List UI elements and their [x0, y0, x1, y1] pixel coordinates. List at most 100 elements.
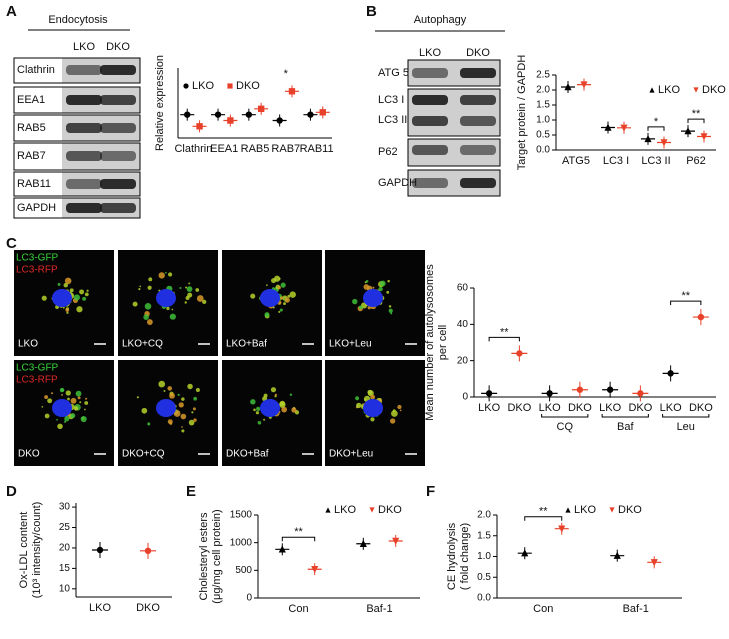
significance-label: * — [654, 116, 659, 128]
y-axis-label-line: CE hydrolysis — [446, 522, 458, 590]
image-label: LKO+Baf — [226, 339, 267, 350]
significance-bracket — [670, 300, 702, 306]
significance-bracket — [524, 516, 563, 521]
vesicle — [79, 289, 85, 295]
blot-band — [100, 95, 136, 105]
vesicle — [85, 397, 88, 400]
image-label: DKO+Leu — [329, 449, 373, 460]
vesicle — [67, 397, 70, 401]
y-axis-label: Relative expression — [154, 55, 166, 151]
y-tick-label: 40 — [457, 319, 469, 330]
vesicle — [84, 408, 86, 411]
nucleus — [52, 399, 72, 417]
vesicle — [73, 294, 80, 301]
blot-row-label: LC3 I — [378, 94, 404, 106]
blot-band — [460, 145, 496, 155]
vesicle — [363, 284, 370, 290]
stain-label: LC3-GFP — [16, 363, 59, 374]
vesicle — [164, 271, 167, 274]
vesicle — [167, 419, 173, 425]
vesicle — [79, 401, 82, 404]
blot-frame — [407, 88, 501, 137]
vesicle — [191, 411, 194, 414]
x-tick-label: DKO — [507, 402, 531, 414]
vesicle — [278, 277, 281, 280]
blot-band — [100, 179, 136, 189]
significance-label: ** — [681, 290, 690, 302]
vesicle — [284, 297, 290, 303]
vesicle — [283, 302, 286, 306]
blot-frame — [407, 169, 501, 197]
y-tick-label: 0.5 — [536, 130, 550, 141]
vesicle — [270, 387, 277, 393]
vesicle — [291, 407, 297, 413]
legend-marker — [693, 87, 699, 93]
vesicle — [289, 291, 296, 298]
vesicle — [264, 312, 270, 318]
y-axis-label-line: Cholesteryl esters — [198, 512, 210, 601]
y-tick-label: 1500 — [230, 510, 253, 521]
blot-frame — [13, 57, 141, 84]
vesicle — [184, 301, 187, 304]
vesicle — [158, 380, 166, 388]
y-tick-label: 1.5 — [536, 100, 550, 111]
y-axis-label-line: Mean number of autolysosomes — [424, 264, 436, 421]
legend-label: LKO — [334, 504, 356, 516]
panel-letter: C — [6, 235, 17, 252]
blot-band — [100, 151, 136, 161]
vesicle — [256, 406, 261, 411]
legend-label: LKO — [574, 504, 596, 516]
blot-band — [66, 151, 102, 161]
y-tick-label: 2.0 — [536, 85, 550, 96]
blot-row-label: EEA1 — [17, 94, 45, 106]
panel-letter: B — [366, 3, 377, 20]
group-label: CQ — [557, 421, 574, 433]
vesicle — [47, 398, 53, 404]
y-tick-label: 2.0 — [477, 510, 491, 521]
legend-marker — [227, 83, 233, 89]
vesicle — [388, 305, 392, 308]
blot-row-label: GAPDH — [17, 202, 56, 214]
vesicle — [167, 386, 173, 391]
blot-band — [66, 179, 102, 189]
vesicle — [64, 416, 70, 422]
vesicle — [278, 310, 281, 313]
vesicle — [272, 306, 275, 309]
vesicle — [379, 280, 386, 287]
legend-marker — [325, 507, 331, 513]
vesicle — [148, 277, 153, 282]
y-tick-label: 10 — [59, 583, 71, 594]
vesicle — [387, 279, 390, 283]
y-axis-label: Mean number of autolysosomesper cell — [424, 264, 449, 421]
vesicle — [188, 282, 191, 285]
blot-band — [66, 65, 102, 75]
vesicle — [178, 402, 184, 408]
panel-letter: E — [186, 483, 196, 500]
vesicle — [171, 308, 174, 311]
vesicle — [169, 392, 175, 399]
significance-label: ** — [500, 326, 509, 338]
vesicle — [86, 289, 89, 292]
blot-frame — [13, 197, 141, 219]
blot-row-label: ATG 5 — [378, 67, 409, 79]
group-bracket — [541, 414, 589, 418]
vesicle — [187, 383, 193, 390]
vesicle — [138, 288, 141, 291]
lane-label: LKO — [73, 41, 95, 53]
y-axis-label-line: Relative expression — [154, 55, 166, 151]
vesicle — [163, 389, 166, 392]
blot-row-label: RAB5 — [17, 122, 46, 134]
x-tick-label: LKO — [660, 402, 682, 414]
blot-band — [100, 65, 136, 75]
legend-label: LKO — [658, 84, 680, 96]
vesicle — [41, 295, 47, 301]
vesicle — [372, 286, 375, 289]
legend-label: DKO — [618, 504, 642, 516]
blot-band — [460, 95, 496, 105]
vesicle — [181, 429, 185, 433]
significance-bracket — [687, 118, 705, 124]
y-tick-label: 1.0 — [536, 115, 550, 126]
vesicle — [143, 314, 149, 320]
vesicle — [76, 306, 83, 313]
vesicle — [185, 286, 188, 289]
